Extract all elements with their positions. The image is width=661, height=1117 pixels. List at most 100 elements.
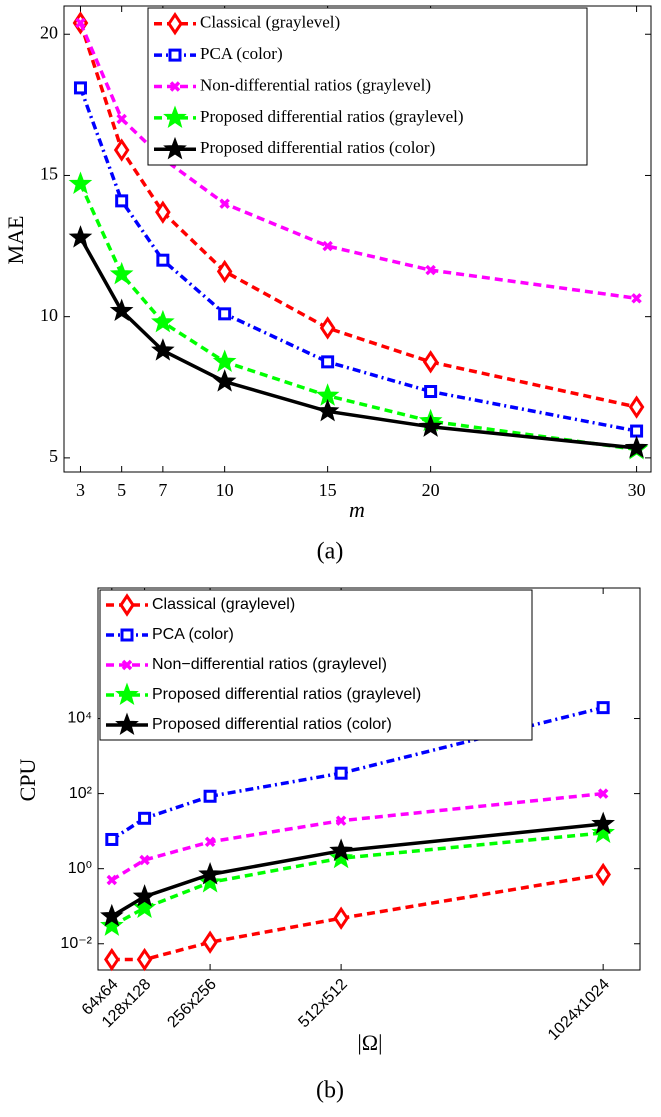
marker	[204, 836, 216, 848]
marker	[333, 906, 349, 930]
marker	[329, 838, 353, 861]
y-axis-label: CPU	[15, 758, 40, 801]
x-axis-label: m	[349, 497, 365, 522]
marker	[329, 845, 353, 869]
x-tick-label: 256x256	[164, 976, 220, 1032]
marker	[595, 862, 611, 887]
marker	[424, 385, 438, 399]
marker	[169, 81, 181, 92]
legend-label: Classical (graylevel)	[152, 596, 295, 613]
y-tick-label: 10²	[69, 785, 93, 802]
marker	[115, 682, 139, 706]
marker	[163, 136, 187, 160]
legend-box	[147, 7, 588, 166]
marker	[132, 884, 157, 907]
marker	[115, 712, 139, 736]
marker	[591, 811, 615, 835]
x-tick-label: 512x512	[295, 976, 351, 1032]
marker	[212, 369, 237, 392]
marker	[218, 307, 232, 321]
marker	[624, 435, 649, 459]
marker	[75, 17, 86, 29]
marker	[100, 903, 124, 927]
marker	[597, 788, 609, 799]
marker	[136, 947, 153, 972]
marker	[319, 316, 336, 340]
y-tick-label: 15	[40, 164, 58, 184]
marker	[425, 264, 436, 276]
x-tick-label: 1024x1024	[545, 976, 613, 1044]
marker	[198, 862, 222, 885]
marker	[334, 766, 348, 780]
marker	[596, 701, 610, 715]
marker	[106, 874, 118, 886]
legend-box	[99, 589, 533, 741]
marker	[73, 81, 87, 95]
marker	[167, 11, 183, 36]
marker	[68, 171, 93, 194]
marker	[151, 309, 175, 333]
legend-label: Proposed differential ratios (color)	[152, 716, 392, 733]
y-axis-label: MAE	[3, 216, 28, 265]
marker	[168, 48, 182, 62]
marker	[116, 113, 127, 125]
marker	[109, 261, 134, 285]
legend-label: Proposed differential ratios (color)	[200, 138, 435, 157]
legend-label: PCA (color)	[152, 626, 234, 643]
marker	[203, 789, 217, 803]
legend-label: Proposed differential ratios (graylevel)	[200, 107, 464, 126]
marker	[630, 424, 644, 438]
marker	[628, 395, 645, 419]
marker	[591, 820, 615, 843]
marker	[219, 198, 230, 209]
x-tick-label: 30	[628, 480, 646, 500]
legend-label: Non−differential ratios (graylevel)	[152, 656, 387, 673]
x-tick-label: 5	[117, 480, 126, 500]
marker	[138, 811, 152, 825]
marker	[115, 194, 129, 208]
marker	[155, 200, 171, 224]
marker	[216, 259, 233, 284]
marker	[631, 293, 642, 304]
marker	[422, 350, 439, 374]
y-tick-label: 5	[49, 446, 58, 466]
marker	[120, 628, 134, 642]
marker	[163, 105, 187, 128]
marker	[156, 253, 170, 267]
legend-label: Proposed differential ratios (graylevel)	[152, 686, 421, 703]
marker	[321, 355, 335, 369]
x-tick-label: 20	[422, 480, 440, 500]
y-tick-label: 10	[40, 305, 58, 325]
y-tick-label: 20	[40, 22, 58, 42]
marker	[109, 298, 134, 322]
caption: (b)	[316, 1078, 344, 1104]
y-tick-label: 10⁰	[68, 860, 92, 877]
x-axis-label: |Ω|	[357, 1030, 382, 1055]
marker	[68, 225, 93, 248]
marker	[119, 593, 135, 617]
marker	[322, 240, 333, 252]
legend-label: Non-differential ratios (graylevel)	[200, 75, 431, 94]
marker	[139, 854, 150, 866]
marker	[132, 895, 157, 918]
marker	[113, 138, 130, 162]
marker	[418, 414, 443, 437]
marker	[335, 815, 347, 826]
marker	[315, 398, 340, 422]
x-tick-label: 7	[158, 480, 167, 500]
marker	[105, 832, 119, 846]
x-tick-label: 10	[216, 480, 234, 500]
marker	[121, 659, 133, 671]
x-tick-label: 15	[319, 480, 337, 500]
marker	[104, 947, 120, 972]
marker	[151, 338, 175, 361]
y-tick-label: 10⁻²	[60, 935, 92, 952]
caption: (a)	[317, 539, 344, 565]
x-tick-label: 3	[76, 480, 85, 500]
legend-label: Classical (graylevel)	[200, 13, 340, 32]
marker	[100, 913, 124, 936]
marker	[202, 930, 218, 954]
